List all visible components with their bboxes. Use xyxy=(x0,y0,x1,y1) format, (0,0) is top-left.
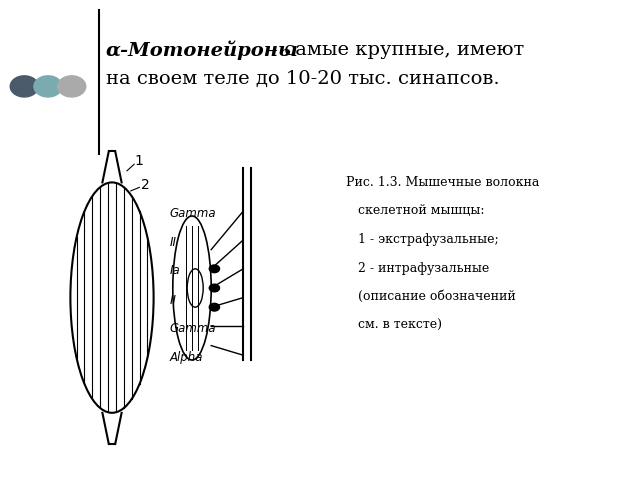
Text: 1: 1 xyxy=(134,154,143,168)
Text: см. в тексте): см. в тексте) xyxy=(358,319,442,332)
Text: II: II xyxy=(170,293,177,307)
Text: – самые крупные, имеют: – самые крупные, имеют xyxy=(262,41,525,60)
Text: скелетной мышцы:: скелетной мышцы: xyxy=(358,204,485,217)
Circle shape xyxy=(34,76,62,97)
Text: II: II xyxy=(170,236,177,249)
Text: Рис. 1.3. Мышечные волокна: Рис. 1.3. Мышечные волокна xyxy=(346,176,539,189)
Text: 1 - экстрафузальные;: 1 - экстрафузальные; xyxy=(358,233,499,246)
Text: (описание обозначений: (описание обозначений xyxy=(358,290,516,303)
Text: 2: 2 xyxy=(141,178,150,192)
Circle shape xyxy=(10,76,38,97)
Text: Alpha: Alpha xyxy=(170,351,203,364)
Text: Gamma: Gamma xyxy=(170,322,216,336)
Text: Ia: Ia xyxy=(170,264,180,277)
Circle shape xyxy=(209,303,220,311)
Text: 2 - интрафузальные: 2 - интрафузальные xyxy=(358,262,490,275)
Text: Gamma: Gamma xyxy=(170,207,216,220)
Circle shape xyxy=(209,284,220,292)
Circle shape xyxy=(209,265,220,273)
Circle shape xyxy=(58,76,86,97)
Text: на своем теле до 10-20 тыс. синапсов.: на своем теле до 10-20 тыс. синапсов. xyxy=(106,70,499,88)
Text: α-Мотонейроны: α-Мотонейроны xyxy=(106,41,298,60)
